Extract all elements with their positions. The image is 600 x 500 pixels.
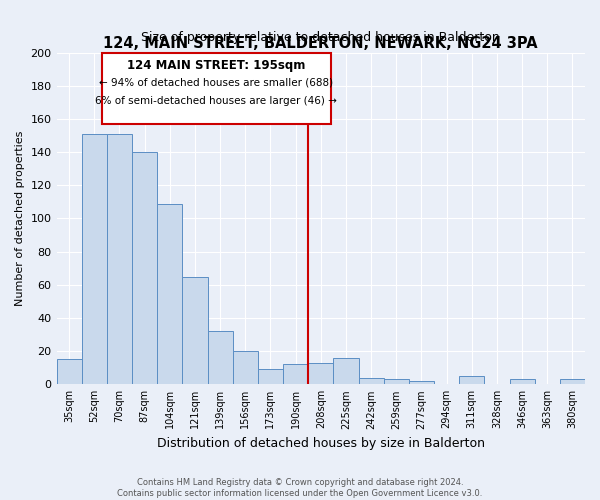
Bar: [107, 134, 132, 384]
Bar: [258, 370, 283, 384]
Bar: [82, 134, 107, 384]
Bar: [132, 152, 157, 384]
Bar: [208, 331, 233, 384]
Text: Size of property relative to detached houses in Balderton: Size of property relative to detached ho…: [142, 32, 500, 44]
Bar: [383, 380, 409, 384]
Bar: [283, 364, 308, 384]
Text: ← 94% of detached houses are smaller (688): ← 94% of detached houses are smaller (68…: [99, 78, 334, 88]
FancyBboxPatch shape: [102, 52, 331, 124]
Bar: [459, 376, 484, 384]
Bar: [157, 204, 182, 384]
Y-axis label: Number of detached properties: Number of detached properties: [15, 131, 25, 306]
Text: 124 MAIN STREET: 195sqm: 124 MAIN STREET: 195sqm: [127, 60, 305, 72]
Bar: [509, 380, 535, 384]
Bar: [560, 380, 585, 384]
Bar: [359, 378, 383, 384]
Bar: [182, 276, 208, 384]
Bar: [409, 381, 434, 384]
X-axis label: Distribution of detached houses by size in Balderton: Distribution of detached houses by size …: [157, 437, 485, 450]
Bar: [233, 351, 258, 384]
Text: Contains HM Land Registry data © Crown copyright and database right 2024.
Contai: Contains HM Land Registry data © Crown c…: [118, 478, 482, 498]
Bar: [56, 360, 82, 384]
Bar: [308, 362, 334, 384]
Bar: [334, 358, 359, 384]
Text: 6% of semi-detached houses are larger (46) →: 6% of semi-detached houses are larger (4…: [95, 96, 337, 106]
Title: 124, MAIN STREET, BALDERTON, NEWARK, NG24 3PA: 124, MAIN STREET, BALDERTON, NEWARK, NG2…: [103, 36, 538, 52]
